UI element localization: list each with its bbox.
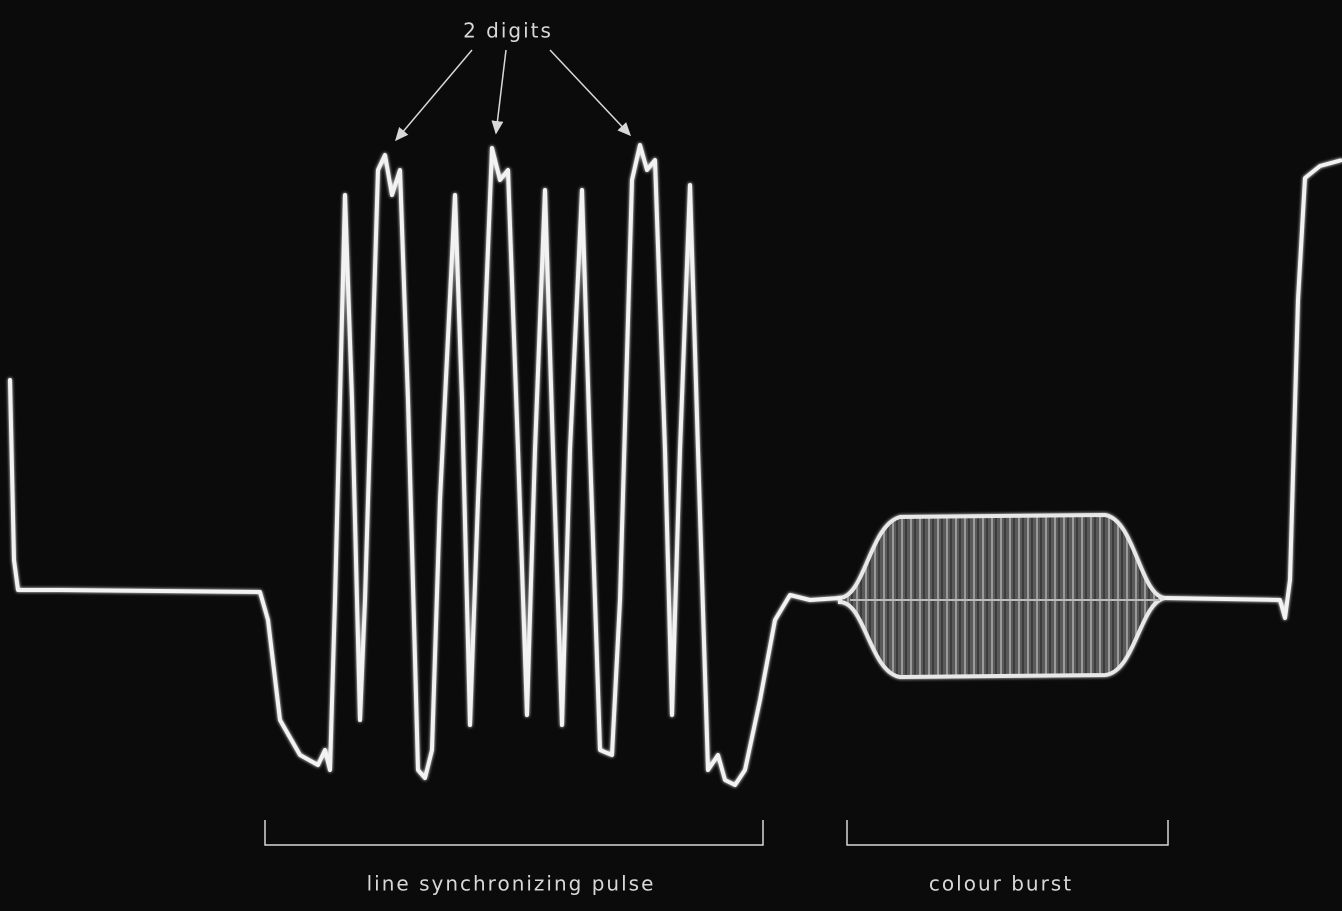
- burst-bracket: [846, 820, 1169, 846]
- waveform-trace-end: [1164, 158, 1342, 620]
- digits-label: 2 digits: [463, 19, 553, 43]
- sync-label: line synchronizing pulse: [367, 872, 656, 896]
- arrow: [491, 49, 507, 135]
- waveform-trace: [8, 143, 842, 787]
- colour-burst-signal: [838, 512, 1166, 680]
- arrow: [395, 49, 473, 142]
- burst-label: colour burst: [929, 872, 1073, 896]
- arrow: [549, 49, 632, 137]
- sync-bracket: [264, 820, 764, 846]
